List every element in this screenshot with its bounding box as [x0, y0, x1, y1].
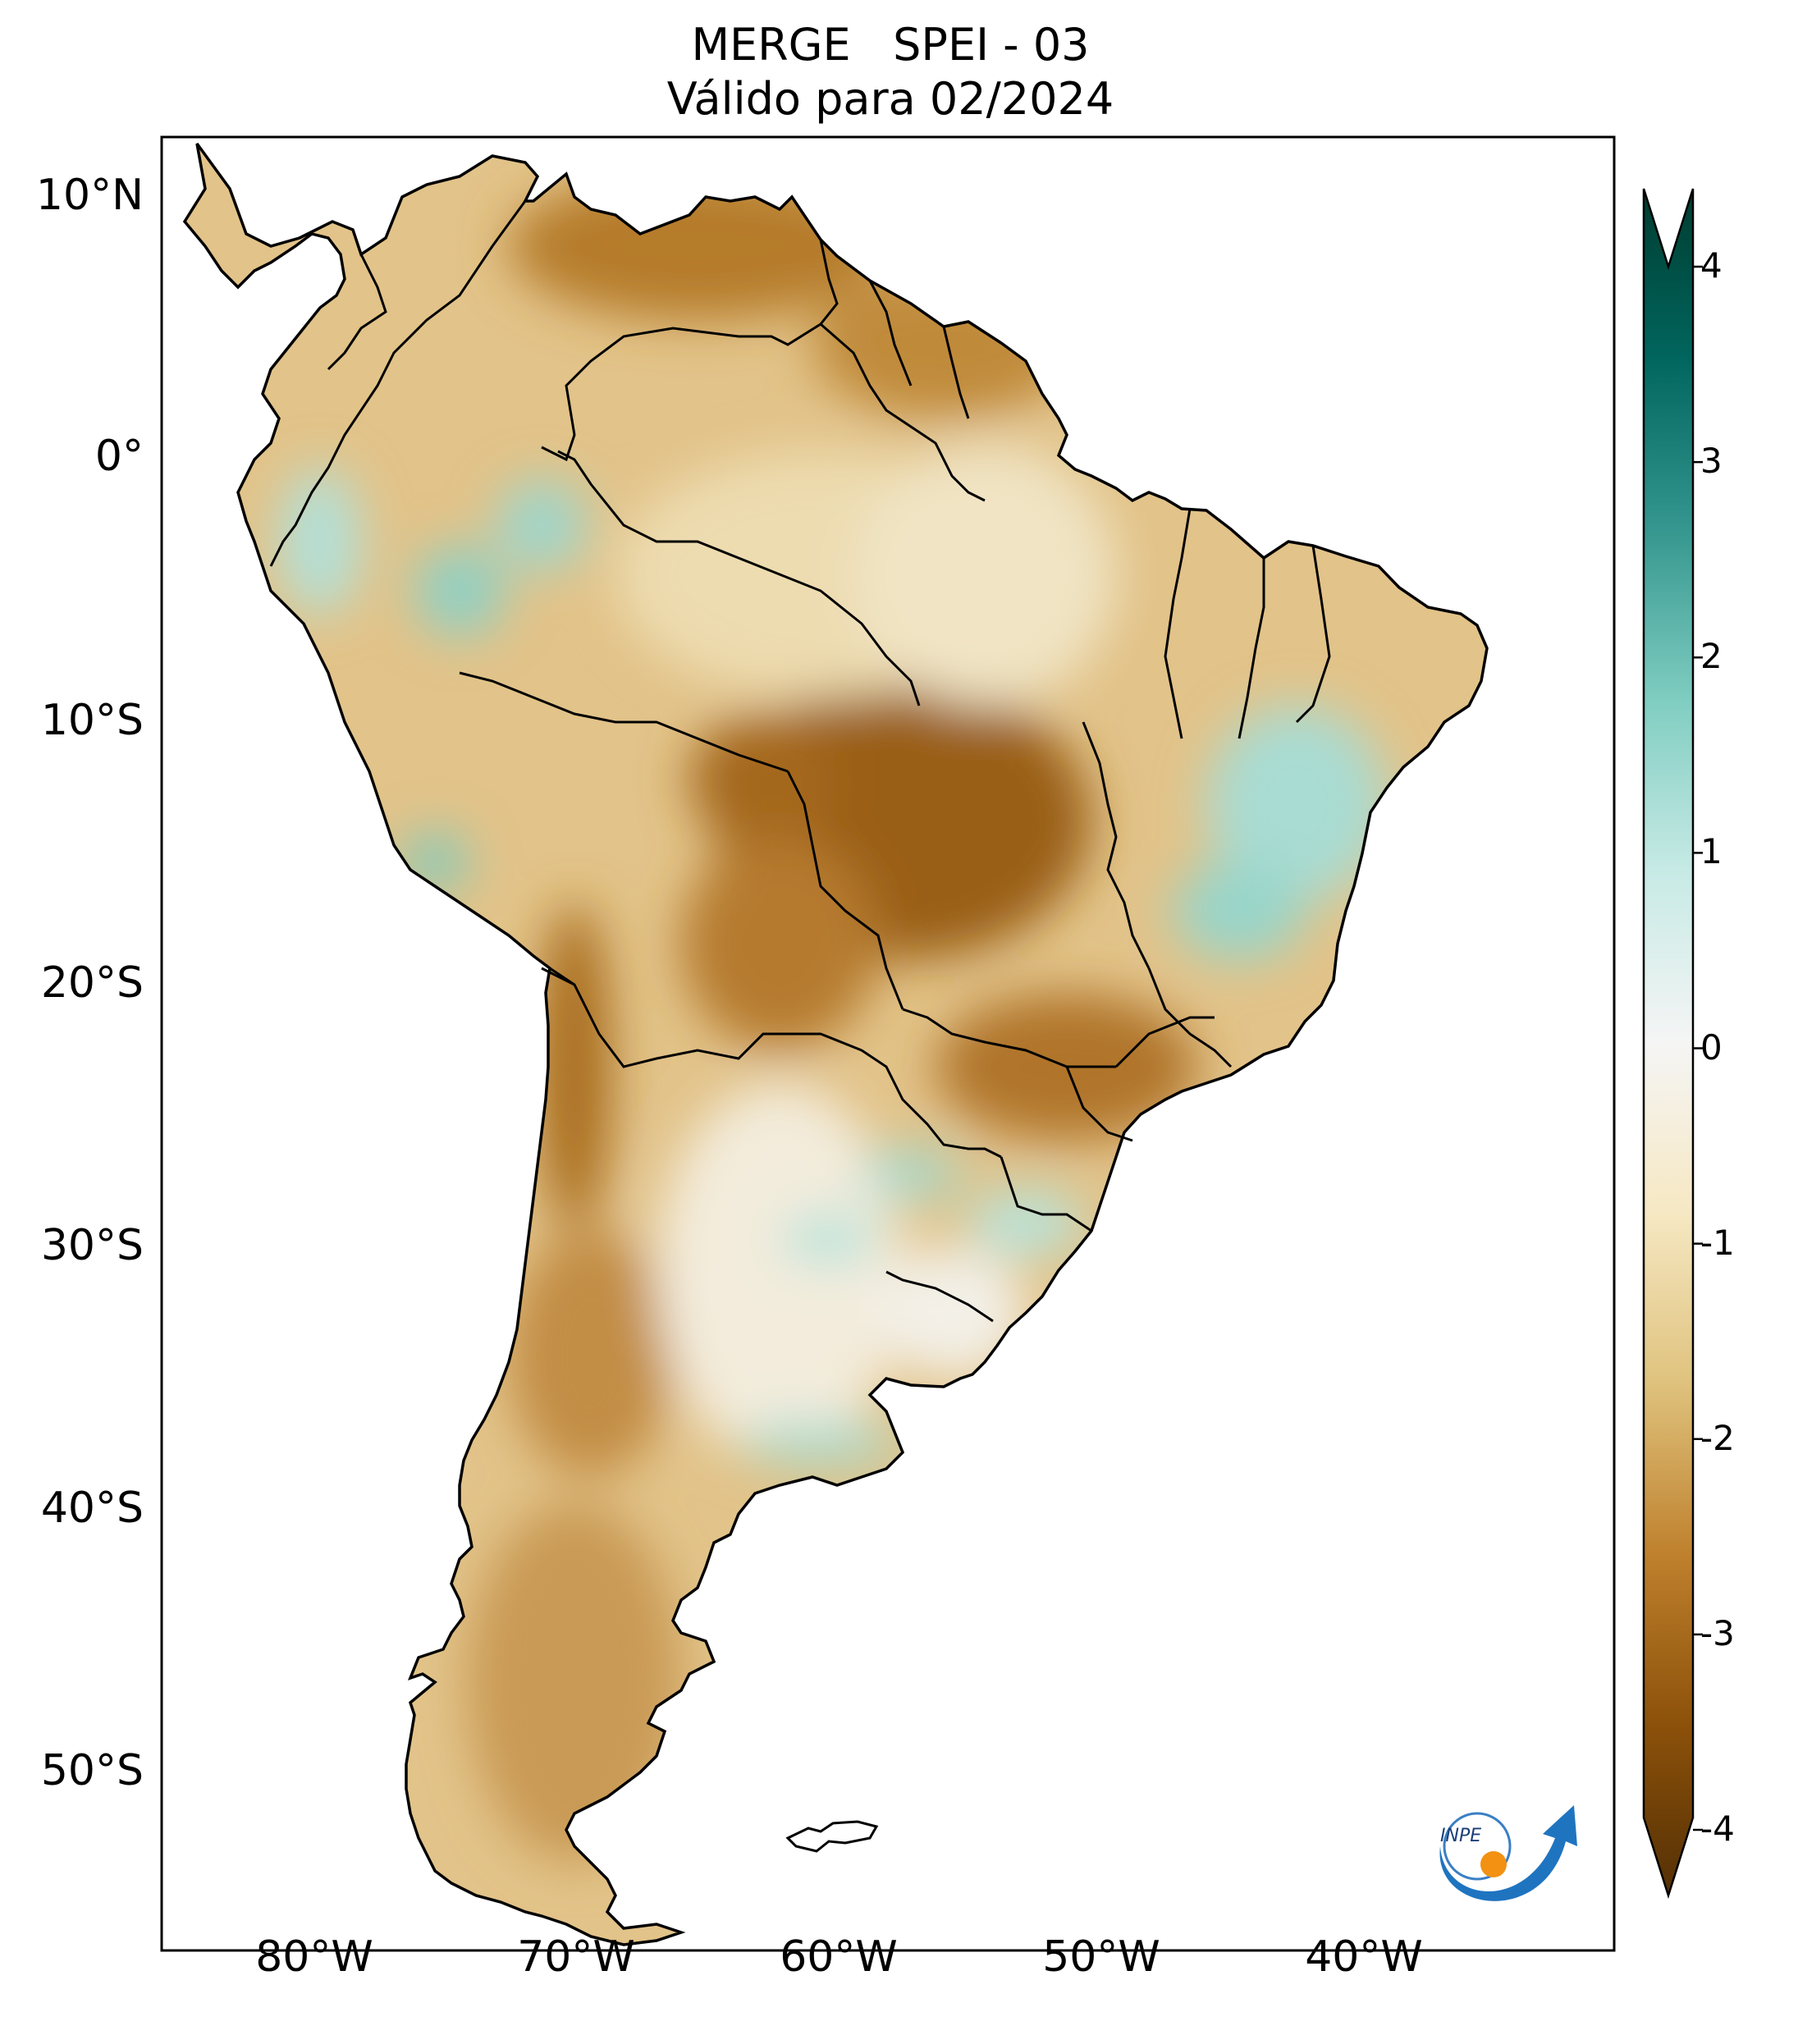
lon-label: 50°W: [1042, 1932, 1160, 1982]
logo-text: INPE: [1440, 1826, 1481, 1846]
country-border: [1295, 545, 1331, 724]
wet-ecuador: [279, 468, 361, 615]
dry-patagonia-south: [468, 1502, 681, 1863]
country-border: [1238, 558, 1265, 739]
country-border: [902, 1008, 1116, 1068]
country-border: [541, 967, 575, 986]
country-border: [885, 1270, 994, 1323]
wet-cordoba: [780, 1214, 878, 1264]
country-border: [269, 200, 527, 567]
country-border: [1147, 967, 1233, 1068]
title-line-2: Válido para 02/2024: [666, 73, 1114, 125]
pale-argentina: [657, 1083, 903, 1461]
lat-label: 30°S: [40, 1221, 144, 1270]
dry-atacama: [538, 903, 611, 1231]
country-border: [942, 326, 970, 419]
dry-rondonia: [689, 714, 837, 845]
colorbar-tick-label: -2: [1700, 1417, 1735, 1458]
wet-buenos-aires: [739, 1424, 903, 1465]
wet-minas: [1174, 862, 1305, 960]
lon-label: 80°W: [255, 1932, 373, 1982]
country-border: [1065, 1066, 1133, 1142]
wet-peru-north: [414, 546, 505, 636]
colorbar-body: [1642, 188, 1695, 1900]
wet-amazon-west: [496, 480, 587, 570]
spei-field: [185, 144, 1487, 1945]
country-borders: [269, 200, 1331, 1323]
country-border: [868, 280, 913, 386]
logo-dot: [1480, 1851, 1507, 1877]
title-line-1: MERGE SPEI - 03: [691, 19, 1090, 71]
country-border: [861, 1049, 1002, 1159]
wet-rio-grande: [968, 1190, 1083, 1255]
country-border: [549, 967, 862, 1068]
wet-bahia: [1206, 706, 1387, 903]
country-border: [820, 322, 986, 502]
colorbar-tick-label: 2: [1700, 636, 1723, 677]
pale-para: [853, 443, 1116, 706]
colorbar-tick-label: 3: [1700, 441, 1723, 482]
wet-chaco: [862, 1149, 960, 1198]
continent-outline: [182, 142, 1489, 1946]
lat-label: 20°S: [40, 958, 144, 1008]
logo-ring: [1443, 1812, 1512, 1881]
logo-swoosh: [1439, 1805, 1577, 1901]
colorbar-tick-label: -1: [1700, 1222, 1735, 1263]
falkland-islands: [785, 1820, 879, 1853]
country-border: [327, 254, 387, 371]
colorbar-tick-label: -4: [1700, 1809, 1735, 1849]
colorbar-tick-label: 0: [1700, 1027, 1723, 1068]
inpe-logo: INPE: [1439, 1805, 1577, 1901]
lon-label: 70°W: [517, 1932, 635, 1982]
colorbar: [1642, 188, 1703, 1900]
country-border: [557, 450, 921, 706]
dry-patagonia-north: [509, 1231, 673, 1477]
colorbar-tick-label: 4: [1700, 245, 1723, 286]
map-title: MERGE SPEI - 03 Válido para 02/2024: [164, 18, 1617, 126]
country-border: [786, 771, 904, 1010]
country-border: [1082, 721, 1151, 969]
lat-label: 10°S: [40, 696, 144, 745]
lat-label: 10°N: [35, 171, 144, 220]
country-border: [1114, 1016, 1215, 1068]
dry-bolivia-east: [681, 837, 878, 1050]
lat-label: 50°S: [40, 1746, 144, 1795]
colorbar-tick-label: -3: [1700, 1612, 1735, 1653]
lat-label: 0°: [94, 432, 144, 481]
lat-label: 40°S: [40, 1484, 144, 1533]
colorbar-tick-label: 1: [1700, 831, 1723, 872]
lon-label: 60°W: [780, 1932, 898, 1982]
country-border: [1164, 508, 1192, 739]
lon-label: 40°W: [1305, 1932, 1423, 1982]
pale-uruguay: [878, 1247, 1026, 1379]
country-border: [1000, 1156, 1092, 1232]
country-border: [541, 239, 839, 462]
country-border: [459, 671, 789, 773]
